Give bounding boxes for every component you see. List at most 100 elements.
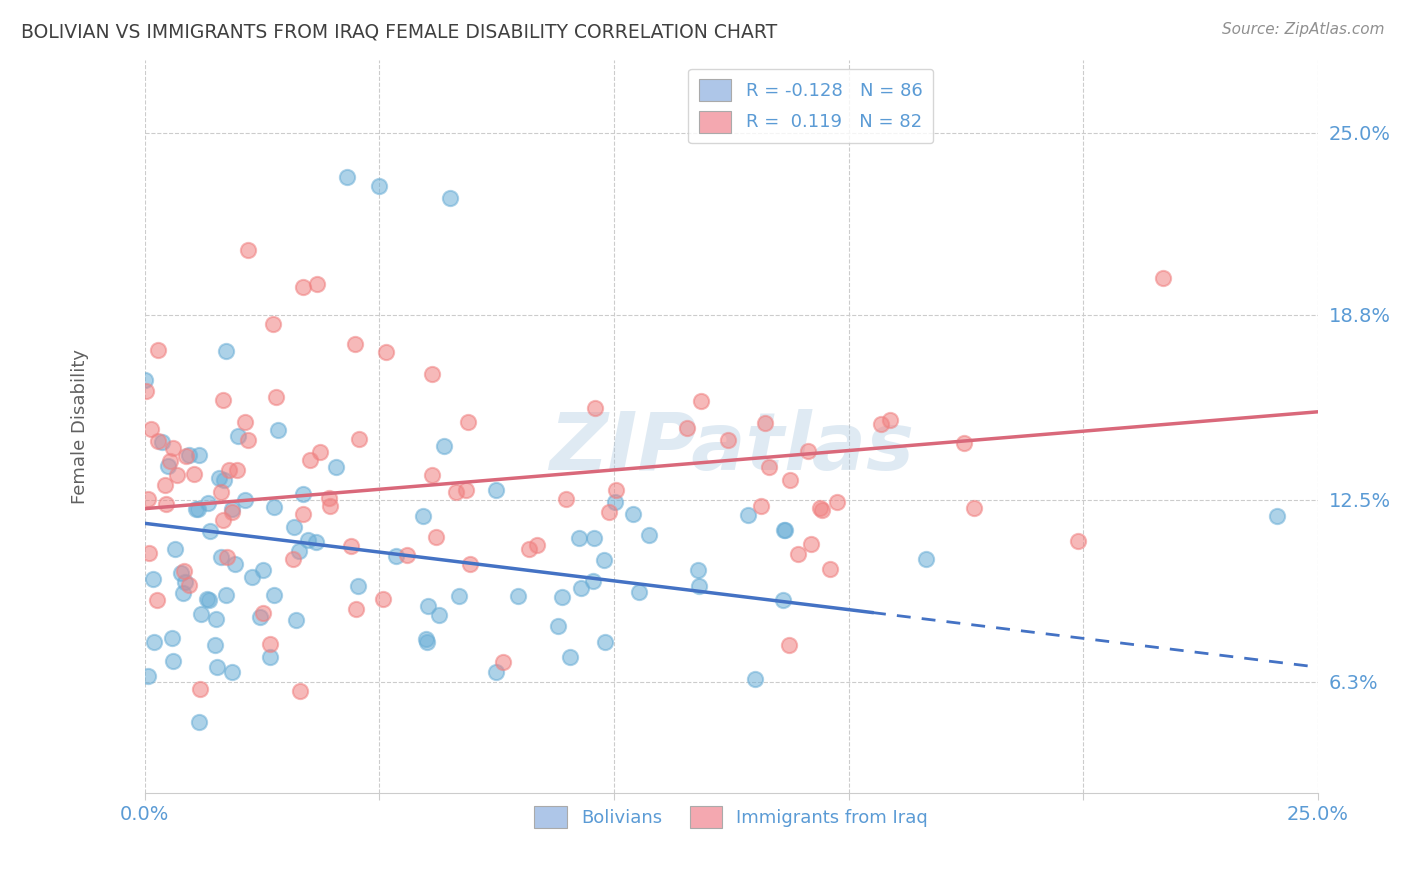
Point <box>283 520 305 534</box>
Point <box>188 681 211 696</box>
Point <box>335 169 357 184</box>
Point <box>198 524 221 538</box>
Point <box>242 570 264 584</box>
Point <box>758 460 780 475</box>
Point <box>205 660 228 674</box>
Point <box>198 593 221 607</box>
Point <box>368 178 391 193</box>
Point <box>415 632 437 646</box>
Point <box>547 619 569 633</box>
Point <box>818 562 841 576</box>
Point <box>184 502 207 516</box>
Point <box>176 449 198 463</box>
Point <box>204 612 226 626</box>
Point <box>485 483 508 497</box>
Point <box>318 500 340 514</box>
Point <box>416 599 439 613</box>
Point <box>211 513 233 527</box>
Point <box>458 557 481 571</box>
Point <box>754 417 776 431</box>
Point <box>744 672 766 686</box>
Point <box>215 588 238 602</box>
Point <box>433 438 456 452</box>
Point <box>593 635 616 649</box>
Point <box>188 448 211 462</box>
Point <box>506 590 529 604</box>
Point <box>772 592 794 607</box>
Text: Source: ZipAtlas.com: Source: ZipAtlas.com <box>1222 22 1385 37</box>
Point <box>160 632 183 646</box>
Point <box>569 581 592 595</box>
Point <box>292 280 315 294</box>
Point <box>212 392 235 407</box>
Point <box>170 566 193 581</box>
Point <box>297 533 319 547</box>
Point <box>808 501 831 516</box>
Point <box>259 650 281 665</box>
Point <box>224 558 246 572</box>
Point <box>688 579 710 593</box>
Point <box>221 665 243 679</box>
Point <box>582 531 605 545</box>
Point <box>446 485 468 500</box>
Point <box>637 528 659 542</box>
Point <box>395 548 418 562</box>
Point <box>425 530 447 544</box>
Point <box>621 507 644 521</box>
Point <box>238 434 260 448</box>
Point <box>233 493 256 508</box>
Point <box>221 501 243 516</box>
Point <box>749 499 772 513</box>
Point <box>146 434 169 448</box>
Point <box>603 495 626 509</box>
Point <box>259 638 281 652</box>
Point <box>517 542 540 557</box>
Point <box>284 613 307 627</box>
Point <box>592 553 614 567</box>
Point <box>173 564 195 578</box>
Point <box>558 649 581 664</box>
Point <box>717 433 740 447</box>
Point <box>157 459 180 474</box>
Point <box>136 669 159 683</box>
Point <box>267 423 290 437</box>
Point <box>148 343 170 357</box>
Point <box>215 343 238 358</box>
Point <box>526 538 548 552</box>
Point <box>252 563 274 577</box>
Point <box>188 714 211 729</box>
Point <box>598 505 620 519</box>
Point <box>412 508 434 523</box>
Point <box>134 373 156 387</box>
Point <box>142 634 165 648</box>
Point <box>263 588 285 602</box>
Point <box>236 244 259 258</box>
Point <box>551 591 574 605</box>
Point <box>159 454 181 468</box>
Point <box>1066 534 1088 549</box>
Point <box>457 415 479 429</box>
Point <box>582 574 605 588</box>
Point <box>492 655 515 669</box>
Point <box>146 593 169 607</box>
Point <box>953 436 976 450</box>
Point <box>439 190 461 204</box>
Point <box>221 505 243 519</box>
Point <box>307 277 329 292</box>
Point <box>373 591 395 606</box>
Point <box>811 503 834 517</box>
Point <box>195 591 218 606</box>
Point <box>172 585 194 599</box>
Legend: Bolivians, Immigrants from Iraq: Bolivians, Immigrants from Iraq <box>527 799 935 836</box>
Point <box>298 453 321 467</box>
Point <box>343 337 366 351</box>
Point <box>567 532 589 546</box>
Point <box>183 467 205 481</box>
Point <box>385 549 408 563</box>
Point <box>344 602 367 616</box>
Point <box>179 578 201 592</box>
Point <box>162 654 184 668</box>
Point <box>136 491 159 506</box>
Point <box>233 415 256 429</box>
Point <box>688 563 710 577</box>
